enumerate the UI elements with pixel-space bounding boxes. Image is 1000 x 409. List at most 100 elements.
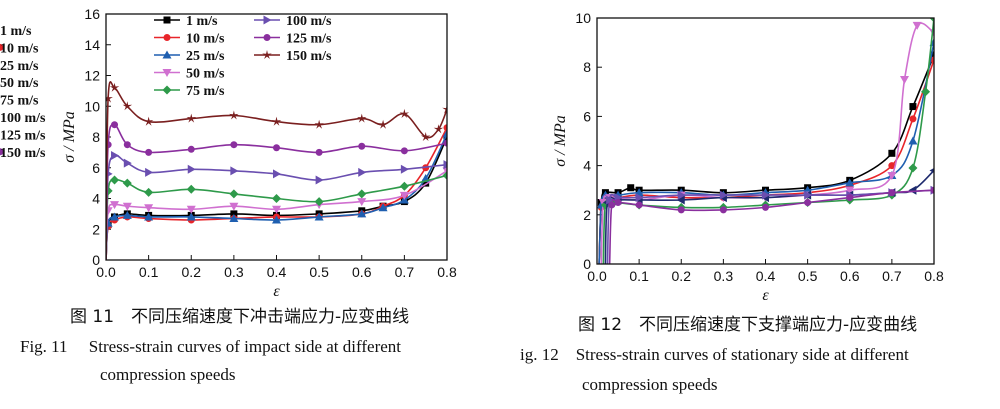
fig12-data-point (909, 103, 917, 111)
fig11-xtick-label: 0.0 (96, 264, 116, 280)
fig11-data-point (187, 145, 195, 153)
fig12-legend-label: 1 m/s (0, 24, 32, 39)
fig12-data-point (804, 199, 812, 206)
impact-side-chart: 0.0 0.1 0.2 0.3 0.4 0.5 0.6 0.7 0.8 0 2 4 6 8 10 12 14 16… (61, 6, 457, 300)
fig11-data-point (272, 205, 281, 214)
fig11-data-point (357, 209, 367, 218)
fig12-series-group (597, 18, 934, 264)
fig12-xtick-label: 0.4 (756, 268, 776, 284)
fig12-data-point (608, 201, 616, 209)
fig11-legend-marker (263, 15, 272, 25)
fig11-data-point (273, 144, 280, 152)
fig12-data-point (606, 195, 615, 205)
fig11-data-point (314, 197, 324, 207)
fig11-data-point (442, 129, 447, 138)
fig11-data-point (145, 148, 153, 156)
fig12-xtick-label: 0.3 (714, 268, 734, 284)
fig12-series-line (600, 22, 934, 264)
fig11-data-point (122, 210, 132, 219)
fig11-ytick-label: 12 (84, 68, 100, 84)
fig11-data-point (186, 113, 196, 123)
fig12-ytick-label: 4 (583, 158, 591, 174)
fig11-data-point (357, 189, 367, 199)
fig12-data-point (627, 184, 635, 192)
fig11-data-point (420, 132, 431, 141)
fig12-data-point (921, 87, 931, 97)
fig11-legend-label: 100 m/s (286, 14, 332, 29)
fig11-legend-marker (162, 69, 172, 77)
fig12-frame (596, 17, 935, 265)
fig11-series-group (106, 81, 447, 260)
fig12-ytick-label: 0 (583, 256, 591, 272)
fig11-data-point (442, 104, 447, 114)
fig11-y-axis-label: σ / MPa (61, 111, 78, 162)
fig12-legend-label: 10 m/s (0, 41, 39, 56)
fig11-data-point (315, 148, 323, 156)
fig11-legend-label: 10 m/s (186, 32, 225, 47)
fig11-data-point (143, 116, 154, 126)
fig11-data-point (358, 167, 367, 177)
fig12-y-axis-label: σ / MPa (552, 115, 569, 166)
fig12-xtick-label: 0.8 (924, 268, 944, 284)
fig11-data-point (186, 184, 196, 194)
fig11-legend-marker (162, 85, 172, 95)
fig12-ytick-label: 2 (583, 207, 591, 223)
fig12-data-point (677, 190, 686, 200)
fig11-data-point (230, 141, 238, 149)
fig12-data-point (929, 167, 934, 174)
fig11-data-point (122, 101, 133, 111)
fig12-series-line (598, 42, 934, 264)
fig12-data-point (635, 201, 643, 209)
fig11-data-point (399, 191, 409, 200)
fig11-ytick-label: 0 (92, 252, 100, 268)
fig12-data-point (908, 185, 917, 195)
fig12-ytick-label: 6 (583, 108, 591, 124)
fig11-xtick-label: 0.2 (182, 264, 202, 280)
fig11-xtick-label: 0.7 (395, 264, 415, 280)
fig11-ytick-label: 8 (92, 129, 100, 145)
fig12-xtick-label: 0.1 (629, 268, 649, 284)
fig12-ytick-label: 8 (583, 59, 591, 75)
fig12-data-point (929, 18, 934, 23)
fig12-data-point (930, 186, 934, 194)
fig12-legend-marker (0, 43, 4, 51)
fig11-data-point (111, 121, 119, 129)
fig11-data-point (122, 202, 132, 211)
fig12-data-point (908, 136, 918, 145)
fig12-xtick-label: 0.7 (882, 268, 902, 284)
fig11-xtick-label: 0.6 (352, 264, 372, 280)
fig11-data-point (357, 198, 367, 207)
fig11-data-point (378, 119, 388, 129)
fig12-legend-label: 75 m/s (0, 94, 39, 109)
fig11-data-point (399, 181, 409, 191)
fig12-data-point (676, 195, 685, 205)
fig12-legend-label: 50 m/s (0, 76, 39, 91)
fig11-caption-en-line2: compression speeds (100, 365, 236, 384)
fig11-data-point (443, 160, 447, 170)
fig12-data-point (845, 186, 855, 195)
fig11-ytick-label: 10 (84, 98, 100, 114)
fig11-frame (105, 13, 448, 261)
fig12-data-point (762, 203, 769, 211)
fig12-x-axis-label: ε (762, 287, 769, 300)
fig12-data-point (845, 178, 855, 187)
fig11-data-point (400, 164, 409, 174)
fig12-ytick-label: 10 (575, 10, 591, 26)
fig11-plot: 0.0 0.1 0.2 0.3 0.4 0.5 0.6 0.7 0.8 0 2 4 6 8 10 12 14 16… (61, 6, 457, 300)
fig11-data-point (230, 166, 239, 176)
fig12-caption-en-line2: compression speeds (582, 375, 718, 394)
fig11-x-axis-label: ε (273, 283, 280, 300)
fig11-data-point (144, 187, 154, 197)
fig12-data-point (888, 149, 896, 157)
fig12-data-point (804, 190, 813, 200)
fig11-data-point (273, 169, 281, 179)
fig11-legend-marker (263, 34, 271, 41)
fig12-data-point (719, 190, 728, 200)
fig11-legend-marker (262, 50, 272, 59)
fig11-data-point (144, 204, 154, 213)
fig11-data-point (272, 194, 281, 203)
fig11-legend-marker (163, 16, 171, 24)
fig12-data-point (888, 189, 896, 197)
fig11-ytick-label: 6 (92, 160, 100, 176)
fig11-data-point (123, 158, 132, 168)
